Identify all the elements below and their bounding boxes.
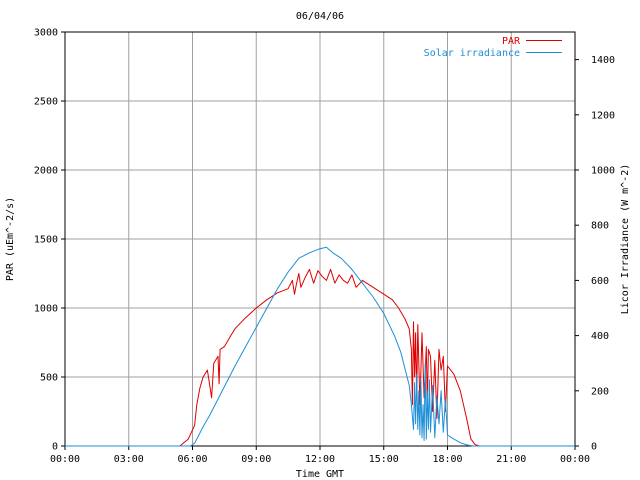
chart-title: 06/04/06 <box>296 11 344 22</box>
y-right-tick-label: 800 <box>591 221 609 232</box>
series-line-solar-irradiance <box>65 246 575 447</box>
y-left-tick-label: 3000 <box>34 28 58 39</box>
series-layer <box>65 246 575 447</box>
y-left-tick-label: 2000 <box>34 166 58 177</box>
x-tick-label: 09:00 <box>241 454 271 465</box>
x-tick-label: 12:00 <box>305 454 335 465</box>
x-axis-label: Time GMT <box>296 469 344 480</box>
grid-lines <box>65 32 575 446</box>
y-right-tick-label: 1400 <box>591 55 615 66</box>
y-axis-left-label: PAR (uEm^-2/s) <box>5 197 16 281</box>
x-tick-label: 06:00 <box>177 454 207 465</box>
y-left-tick-label: 500 <box>40 373 58 384</box>
legend-label-solar-irradiance: Solar irradiance <box>424 48 520 59</box>
x-tick-label: 00:00 <box>50 454 80 465</box>
y-right-tick-label: 600 <box>591 276 609 287</box>
x-tick-label: 00:00 <box>560 454 590 465</box>
y-right-tick-label: 0 <box>591 442 597 453</box>
legend-label-par: PAR <box>502 36 521 47</box>
y-left-tick-label: 0 <box>52 442 58 453</box>
y-axis-right-label: Licor Irradiance (W m^-2) <box>620 164 631 315</box>
x-tick-label: 21:00 <box>496 454 526 465</box>
y-right-tick-label: 400 <box>591 331 609 342</box>
y-left-tick-label: 2500 <box>34 97 58 108</box>
y-right-tick-label: 1000 <box>591 166 615 177</box>
axis-ticks: 00:00 03:00 06:00 09:00 12:00 15:00 18:00 21:00… <box>34 28 615 466</box>
y-right-tick-label: 200 <box>591 386 609 397</box>
y-right-tick-label: 1200 <box>591 110 615 121</box>
x-tick-label: 15:00 <box>369 454 399 465</box>
x-tick-label: 03:00 <box>114 454 144 465</box>
x-tick-label: 18:00 <box>432 454 462 465</box>
y-left-tick-label: 1000 <box>34 304 58 315</box>
y-left-tick-label: 1500 <box>34 235 58 246</box>
series-line-par <box>65 268 575 447</box>
